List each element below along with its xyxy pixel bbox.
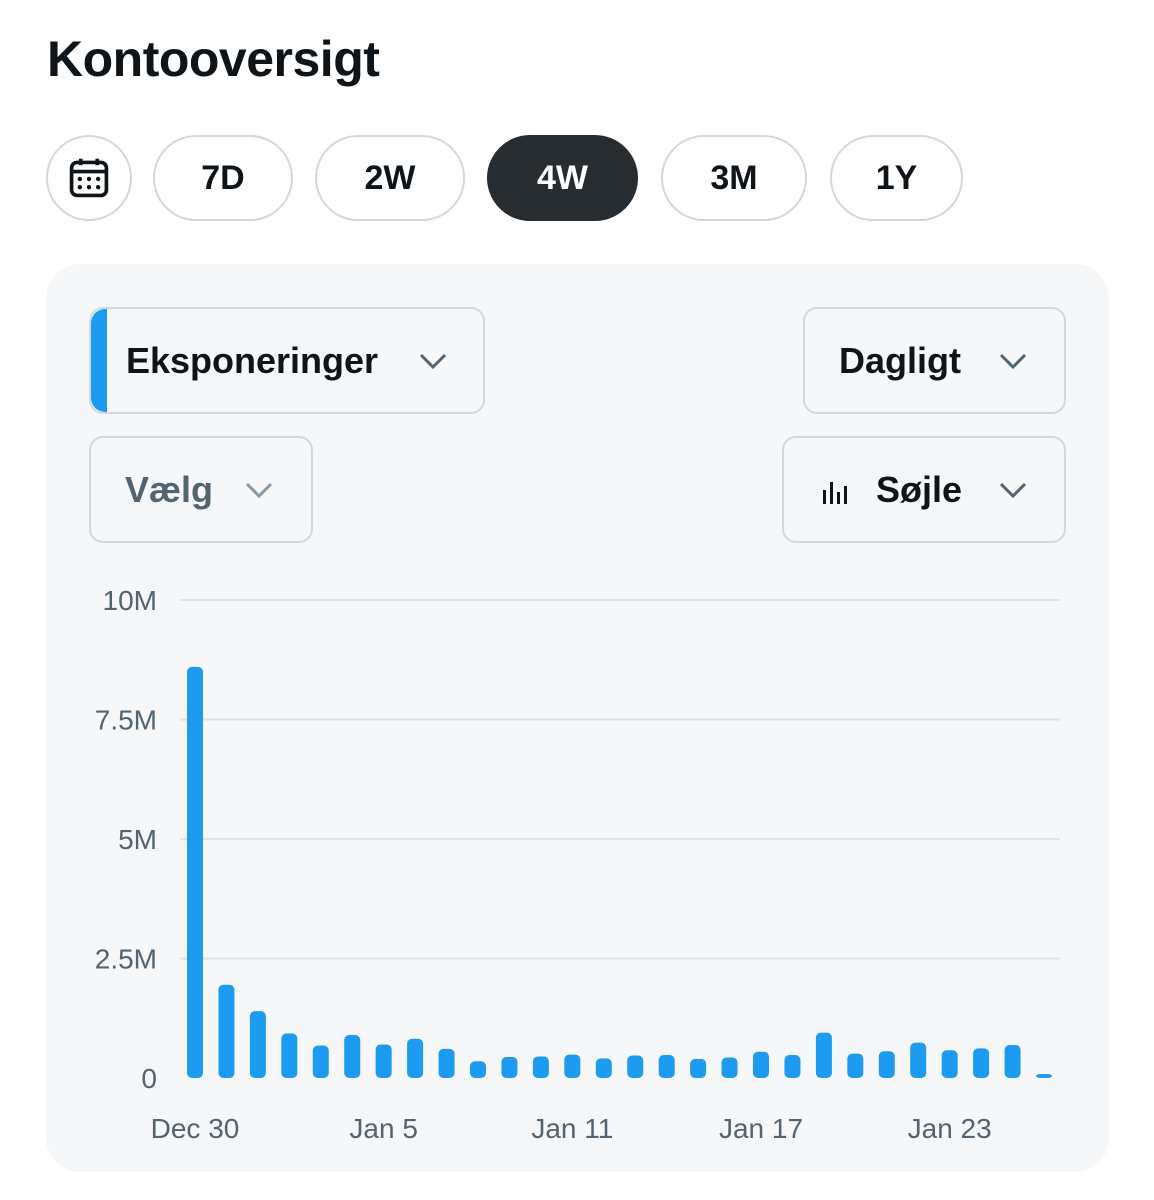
bar	[815, 1032, 832, 1078]
chart-type-dropdown[interactable]: Søjle	[782, 436, 1066, 543]
bar	[218, 984, 235, 1078]
chevron-down-icon	[419, 353, 447, 369]
range-2w-button[interactable]: 2W	[315, 135, 465, 221]
bar	[721, 1057, 738, 1078]
x-tick-label: Jan 23	[908, 1113, 992, 1144]
range-1y-button[interactable]: 1Y	[830, 135, 963, 221]
calendar-icon	[69, 158, 109, 198]
x-tick-label: Jan 11	[531, 1113, 613, 1144]
bar	[187, 666, 203, 1078]
metric-dropdown[interactable]: Eksponeringer	[89, 307, 485, 414]
metric-color-indicator	[91, 309, 107, 412]
bar	[910, 1042, 927, 1078]
bar	[407, 1038, 424, 1078]
bar-chart-icon	[823, 482, 847, 504]
y-tick-label: 7.5M	[95, 705, 157, 736]
metric-dropdown-label: Eksponeringer	[126, 339, 379, 381]
y-tick-label: 0	[141, 1063, 157, 1094]
chevron-down-icon	[245, 482, 273, 498]
calendar-button[interactable]	[46, 135, 132, 221]
bar	[847, 1053, 864, 1078]
bar	[690, 1058, 707, 1078]
bar	[973, 1048, 990, 1078]
chevron-down-icon	[999, 482, 1027, 498]
chart-type-dropdown-label: Søjle	[876, 468, 963, 510]
page-title: Kontooversigt	[47, 31, 380, 87]
range-7d-button[interactable]: 7D	[153, 135, 293, 221]
bar	[375, 1044, 392, 1078]
bar	[501, 1056, 518, 1078]
bar	[564, 1054, 581, 1078]
chevron-down-icon	[999, 353, 1027, 369]
bar	[249, 1011, 266, 1078]
x-tick-label: Jan 17	[719, 1113, 803, 1144]
bar	[532, 1056, 549, 1078]
compare-dropdown[interactable]: Vælg	[89, 436, 313, 543]
bar	[784, 1055, 801, 1078]
bar	[1036, 1074, 1052, 1078]
impressions-bar-chart: 0 2.5M 5M 7.5M 10M Dec 30 Jan 5 Jan 11 Jan 17 Jan…	[95, 585, 1060, 1144]
bar	[344, 1034, 361, 1078]
bar	[281, 1033, 298, 1078]
bar	[627, 1055, 644, 1078]
y-tick-label: 5M	[118, 824, 157, 855]
interval-dropdown-label: Dagligt	[839, 339, 961, 381]
interval-dropdown[interactable]: Dagligt	[803, 307, 1066, 414]
bar	[941, 1050, 958, 1078]
bar	[1004, 1045, 1021, 1078]
y-tick-label: 2.5M	[95, 944, 157, 975]
bar	[753, 1051, 769, 1078]
bar	[658, 1055, 675, 1078]
y-tick-label: 10M	[103, 585, 157, 616]
bar	[595, 1058, 612, 1078]
bar	[312, 1045, 329, 1078]
bar	[438, 1048, 455, 1078]
range-3m-button[interactable]: 3M	[661, 135, 807, 221]
x-tick-label: Jan 5	[349, 1113, 418, 1144]
bar	[878, 1051, 895, 1078]
compare-dropdown-label: Vælg	[125, 468, 214, 510]
bar	[470, 1061, 486, 1078]
x-tick-label: Dec 30	[151, 1113, 240, 1144]
range-4w-button[interactable]: 4W	[487, 135, 638, 221]
